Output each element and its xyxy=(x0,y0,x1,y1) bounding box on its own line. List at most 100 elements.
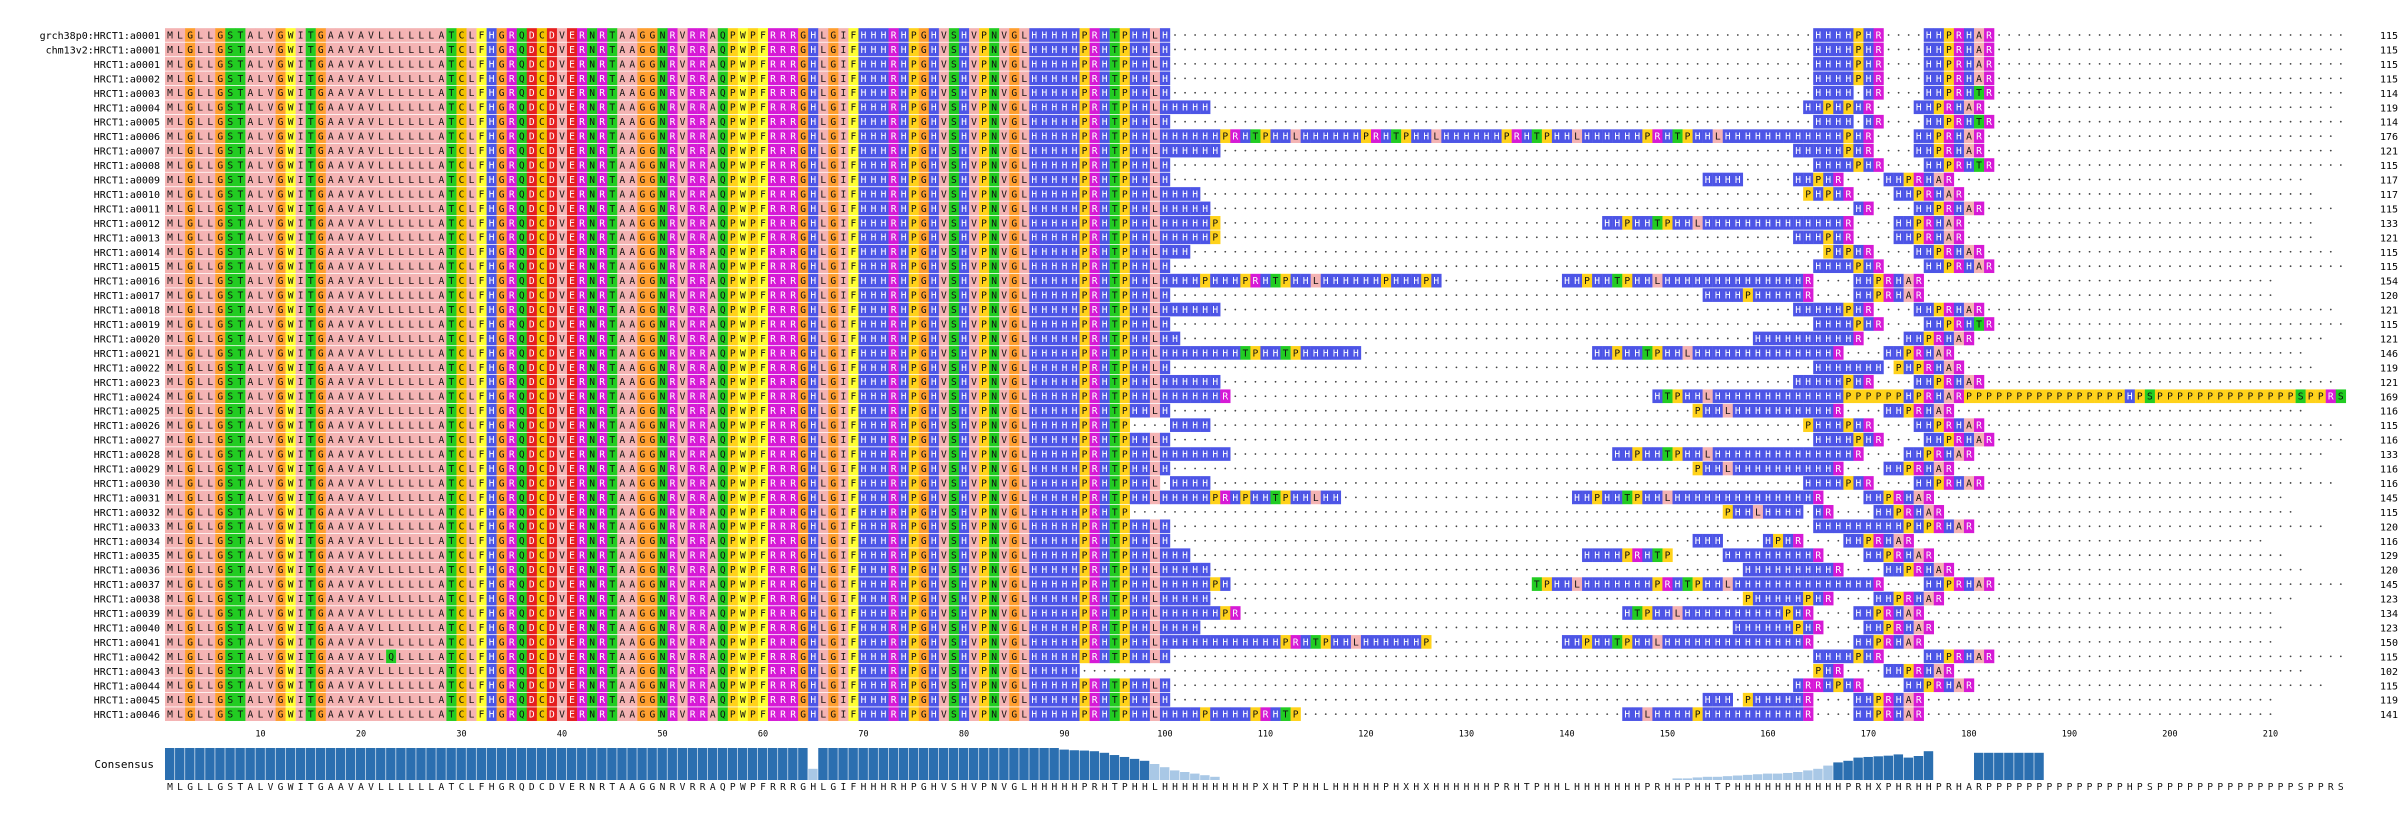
residue-letter: R xyxy=(509,146,515,157)
gap-dot xyxy=(1405,207,1408,210)
residue-cell xyxy=(788,85,799,100)
residue-letter: A xyxy=(338,103,344,114)
residue-letter: S xyxy=(951,103,957,114)
residue-cell xyxy=(878,57,889,71)
gap-dot xyxy=(2018,193,2021,195)
gap-dot xyxy=(1435,221,1438,224)
residue-letter: H xyxy=(1102,175,1108,186)
residue-cell xyxy=(1089,42,1100,57)
gap-dot xyxy=(2169,193,2171,195)
gap-dot xyxy=(1907,164,1910,166)
residue-cell xyxy=(737,71,749,86)
gap-dot xyxy=(2148,106,2151,109)
residue-letter: H xyxy=(1966,88,1972,99)
residue-letter: D xyxy=(529,117,535,128)
residue-cell xyxy=(436,71,447,86)
residue-letter: T xyxy=(1655,218,1661,229)
residue-letter: H xyxy=(881,233,887,244)
residue-letter: L xyxy=(1021,45,1027,56)
gap-dot xyxy=(1294,91,1297,94)
gap-dot xyxy=(1576,149,1578,152)
gap-dot xyxy=(1244,106,1247,109)
residue-cell xyxy=(697,28,708,42)
residue-letter: R xyxy=(509,204,515,215)
residue-cell xyxy=(315,28,326,42)
residue-letter: R xyxy=(700,160,706,171)
gap-dot xyxy=(2289,193,2292,195)
gap-dot xyxy=(1344,91,1347,94)
sequence-name: HRCT1:a0012 xyxy=(94,219,160,230)
gap-dot xyxy=(2289,63,2292,65)
gap-dot xyxy=(2008,63,2011,65)
gap-dot xyxy=(1897,135,1900,138)
gap-dot xyxy=(2108,149,2111,152)
residue-cell xyxy=(386,85,397,100)
gap-dot xyxy=(2159,221,2161,224)
gap-dot xyxy=(2118,178,2121,181)
residue-cell xyxy=(386,28,397,42)
residue-cell xyxy=(516,57,527,71)
residue-letter: H xyxy=(1142,189,1148,200)
gap-dot xyxy=(1576,178,1578,181)
residue-letter: H xyxy=(1835,160,1841,171)
residue-cell xyxy=(788,57,799,71)
residue-letter: H xyxy=(810,88,816,99)
residue-letter: C xyxy=(539,74,545,85)
residue-cell xyxy=(305,57,316,71)
residue-letter: P xyxy=(1845,103,1851,114)
gap-dot xyxy=(1636,193,1639,195)
gap-dot xyxy=(2259,91,2262,94)
residue-letter: R xyxy=(891,175,897,186)
sequence-row: HRCT1:a0008 M L G L L G S T A L V G W I T G A A V A V L L L L L L A T… xyxy=(94,158,2398,172)
residue-letter: H xyxy=(1835,30,1841,41)
residue-cell xyxy=(838,42,849,57)
gap-dot xyxy=(1767,91,1769,94)
gap-dot xyxy=(1485,236,1488,239)
gap-dot xyxy=(1465,221,1468,224)
gap-dot xyxy=(1897,207,1900,210)
gap-dot xyxy=(2088,91,2091,94)
residue-letter: A xyxy=(248,160,254,171)
gap-dot xyxy=(1425,106,1428,109)
residue-letter: H xyxy=(961,103,967,114)
residue-letter: L xyxy=(197,189,203,200)
residue-letter: N xyxy=(660,189,666,200)
gap-dot xyxy=(2189,135,2191,138)
residue-cell xyxy=(466,57,477,71)
residue-letter: G xyxy=(187,30,193,41)
residue-letter: G xyxy=(278,132,284,143)
residue-cell xyxy=(979,28,990,42)
residue-letter: V xyxy=(368,30,374,41)
residue-letter: V xyxy=(348,74,354,85)
residue-letter: L xyxy=(177,146,183,157)
gap-dot xyxy=(1606,149,1609,152)
gap-dot xyxy=(2209,77,2212,80)
gap-dot xyxy=(2018,106,2021,109)
residue-letter: H xyxy=(1413,132,1419,143)
gap-dot xyxy=(1385,48,1387,51)
residue-cell xyxy=(1129,85,1141,100)
gap-dot xyxy=(1485,63,1488,65)
residue-letter: R xyxy=(1866,132,1872,143)
gap-dot xyxy=(1495,77,1498,80)
residue-letter: H xyxy=(1142,160,1148,171)
residue-letter: I xyxy=(298,160,304,171)
residue-letter: A xyxy=(248,132,254,143)
residue-letter: I xyxy=(298,189,304,200)
residue-letter: H xyxy=(1142,218,1148,229)
residue-cell xyxy=(1159,28,1171,42)
residue-letter: G xyxy=(800,132,806,143)
residue-letter: N xyxy=(589,218,595,229)
residue-cell xyxy=(1863,71,1874,86)
residue-letter: A xyxy=(629,88,635,99)
gap-dot xyxy=(1746,207,1749,210)
gap-dot xyxy=(2219,106,2222,109)
residue-letter: R xyxy=(790,204,796,215)
gap-dot xyxy=(1616,48,1619,51)
residue-cell xyxy=(245,57,256,71)
residue-letter: R xyxy=(690,117,696,128)
residue-cell xyxy=(979,85,990,100)
residue-letter: H xyxy=(1142,233,1148,244)
residue-letter: F xyxy=(479,74,485,85)
residue-letter: P xyxy=(1122,103,1128,114)
